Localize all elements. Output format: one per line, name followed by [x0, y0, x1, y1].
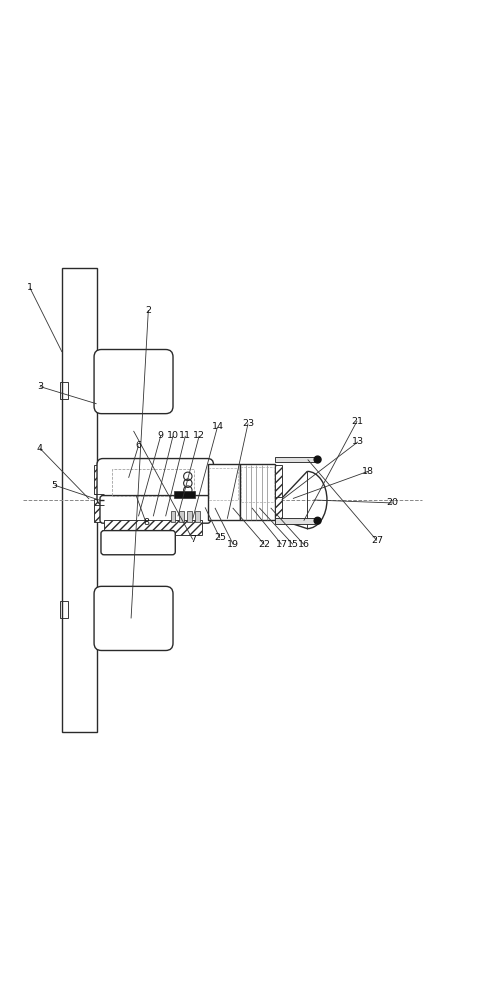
Text: 4: 4: [37, 444, 43, 453]
Text: 15: 15: [287, 540, 299, 549]
Text: 5: 5: [51, 481, 57, 490]
Text: 11: 11: [179, 431, 191, 440]
Bar: [112, 469, 194, 496]
FancyBboxPatch shape: [94, 349, 173, 414]
Bar: [59, 382, 68, 399]
Bar: [275, 465, 281, 499]
Text: 8: 8: [143, 518, 149, 527]
Text: 21: 21: [351, 417, 363, 426]
Circle shape: [314, 456, 321, 463]
Bar: [275, 497, 281, 520]
Text: 7: 7: [190, 535, 196, 544]
Bar: [195, 511, 200, 522]
Text: 12: 12: [193, 431, 205, 440]
Bar: [241, 467, 274, 502]
Bar: [187, 511, 192, 522]
Text: 17: 17: [275, 540, 287, 549]
Text: 25: 25: [214, 533, 226, 542]
Text: 22: 22: [258, 540, 270, 549]
Bar: [208, 464, 240, 520]
Bar: [180, 511, 184, 522]
Circle shape: [314, 517, 321, 524]
Bar: [59, 601, 68, 618]
Text: 14: 14: [212, 422, 224, 431]
Bar: [275, 457, 315, 462]
Text: 23: 23: [242, 419, 254, 428]
FancyBboxPatch shape: [100, 496, 211, 523]
FancyBboxPatch shape: [94, 586, 173, 651]
Text: 19: 19: [227, 540, 239, 549]
Text: 10: 10: [167, 431, 179, 440]
FancyBboxPatch shape: [101, 531, 175, 555]
Text: 2: 2: [145, 306, 151, 315]
Text: 16: 16: [298, 540, 310, 549]
Bar: [209, 468, 238, 500]
Text: 9: 9: [158, 431, 164, 440]
Bar: [104, 520, 202, 535]
Bar: [275, 518, 315, 524]
Text: 27: 27: [371, 536, 383, 545]
Bar: [240, 464, 275, 520]
Text: 13: 13: [352, 437, 364, 446]
Bar: [94, 465, 103, 494]
FancyBboxPatch shape: [97, 459, 214, 504]
Text: 3: 3: [37, 382, 43, 391]
Text: 1: 1: [27, 283, 33, 292]
Text: 18: 18: [362, 467, 374, 476]
Bar: [62, 268, 96, 732]
Bar: [171, 511, 176, 522]
Bar: [94, 499, 103, 522]
Text: 20: 20: [387, 498, 399, 507]
Text: 6: 6: [135, 441, 142, 450]
Bar: [175, 491, 195, 498]
